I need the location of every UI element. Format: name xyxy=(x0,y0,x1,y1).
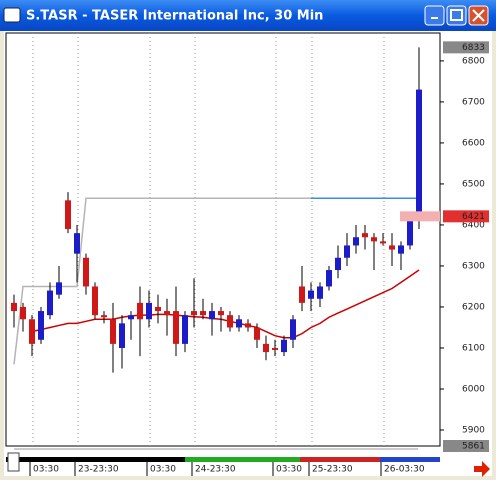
candle-body xyxy=(155,306,161,312)
candle-body xyxy=(389,245,395,250)
candle-body xyxy=(326,270,332,287)
y-tick-label: 6700 xyxy=(462,97,485,107)
candle-body xyxy=(128,315,134,320)
maximize-icon xyxy=(450,9,463,21)
price-marker-label: 6833 xyxy=(462,43,485,53)
candle-body xyxy=(74,233,80,254)
candle-body xyxy=(182,315,188,344)
x-tick-label: 26-03:30 xyxy=(384,465,425,475)
candle-body xyxy=(209,311,215,320)
candle-body xyxy=(335,257,341,271)
y-tick-label: 6000 xyxy=(462,384,485,394)
window-title: S.TASR - TASER International Inc, 30 Min xyxy=(26,9,323,24)
candle-body xyxy=(146,302,152,320)
candle-body xyxy=(218,311,224,316)
candle-body xyxy=(38,311,44,340)
candle-body xyxy=(164,311,170,316)
y-tick-label: 6600 xyxy=(462,138,485,148)
candle-body xyxy=(272,347,278,351)
y-tick-label: 6100 xyxy=(462,343,485,353)
candle-body xyxy=(200,311,206,316)
close-icon xyxy=(472,9,485,22)
candle-body xyxy=(353,237,359,246)
x-tick-label: 03:30 xyxy=(150,465,176,475)
candle-body xyxy=(407,216,413,246)
candle-body xyxy=(398,245,404,254)
y-tick-label: 6400 xyxy=(462,220,485,230)
candle-body xyxy=(344,245,350,258)
candle-body xyxy=(110,319,116,344)
price-marker-label: 6421 xyxy=(462,212,485,222)
maximize-button[interactable] xyxy=(446,5,467,26)
x-tick-label: 03:30 xyxy=(33,465,59,475)
candle-body xyxy=(254,327,260,340)
candle-body xyxy=(20,306,26,320)
candle-body xyxy=(299,286,305,303)
scroll-box[interactable] xyxy=(7,452,20,472)
candle-body xyxy=(290,319,296,340)
candle-body xyxy=(380,241,386,244)
candle-body xyxy=(362,233,368,238)
app-icon xyxy=(3,7,21,23)
minimize-button[interactable] xyxy=(424,5,445,26)
price-marker-box xyxy=(443,440,489,452)
candle-body xyxy=(308,290,314,299)
price-band xyxy=(400,211,440,222)
y-tick-label: 6800 xyxy=(462,56,485,66)
candle-body xyxy=(56,282,62,295)
x-tick-label: 24-23:30 xyxy=(195,465,236,475)
y-tick-label: 5900 xyxy=(462,426,485,436)
candle-body xyxy=(416,89,422,215)
candle-body xyxy=(236,319,242,328)
title-bar xyxy=(0,0,496,31)
indicator-line xyxy=(31,269,420,339)
y-tick-label: 6200 xyxy=(462,302,485,312)
x-tick-label: 23-23:30 xyxy=(78,465,119,475)
minimize-icon xyxy=(431,17,438,19)
candle-body xyxy=(101,315,107,318)
y-tick-label: 6300 xyxy=(462,261,485,271)
time-bar-blue xyxy=(380,457,440,462)
candle-body xyxy=(83,257,89,287)
candle-body xyxy=(119,323,125,348)
candle-body xyxy=(263,343,269,353)
y-tick-label: 6500 xyxy=(462,179,485,189)
candle-body xyxy=(281,339,287,353)
candle-body xyxy=(65,200,71,230)
candle-body xyxy=(47,290,53,316)
time-bar-green xyxy=(185,457,300,462)
candle-body xyxy=(173,311,179,344)
x-tick-label: 25-23:30 xyxy=(312,465,353,475)
x-tick-label: 03:30 xyxy=(276,465,302,475)
candle-body xyxy=(191,311,197,316)
candle-body xyxy=(317,286,323,299)
price-marker-box xyxy=(443,210,489,223)
candle-body xyxy=(29,319,35,344)
candle-body xyxy=(245,323,251,328)
candle-body xyxy=(92,286,98,316)
scroll-arrow[interactable] xyxy=(474,461,490,477)
indicator-line xyxy=(13,197,311,365)
time-bar-red xyxy=(300,457,380,462)
candle-body xyxy=(11,302,17,312)
price-marker-label: 5861 xyxy=(462,442,485,452)
candle-body xyxy=(227,315,233,328)
candle-body xyxy=(137,302,143,320)
price-marker-box xyxy=(443,41,489,54)
candle-body xyxy=(371,237,377,242)
